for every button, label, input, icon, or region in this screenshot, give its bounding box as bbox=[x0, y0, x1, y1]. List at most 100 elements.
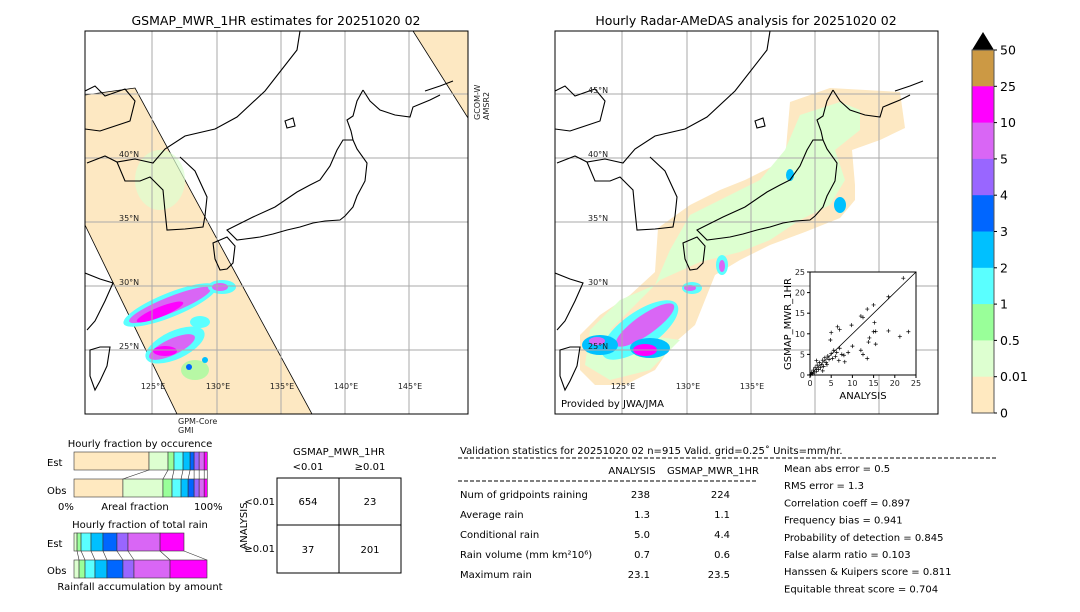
score: Equitable threat score = 0.704 bbox=[784, 584, 938, 595]
bar-connector bbox=[183, 550, 208, 561]
left-map-frame bbox=[84, 30, 469, 415]
scatter-point bbox=[833, 354, 838, 359]
colorbar-segment bbox=[972, 195, 994, 232]
lon-label: 130°E bbox=[206, 382, 230, 391]
scatter-point bbox=[846, 350, 851, 355]
stat-analysis: 238 bbox=[631, 490, 650, 501]
scatter-point bbox=[822, 355, 827, 360]
col-label: ≥0.01 bbox=[355, 462, 386, 473]
bar-segment-3-4 bbox=[102, 532, 118, 552]
cell-misses: 37 bbox=[302, 545, 315, 556]
stat-label: Maximum rain bbox=[460, 570, 532, 581]
rain-field bbox=[123, 150, 236, 380]
sensor-instrument: AMSR2 bbox=[482, 92, 491, 120]
bar-segment-4-5 bbox=[116, 532, 129, 552]
row-label: ≥0.01 bbox=[244, 544, 275, 555]
bar-segment-10-25 bbox=[203, 451, 208, 471]
scatter-point bbox=[861, 352, 865, 357]
left-graticule bbox=[85, 31, 468, 414]
bar-segment-1-2 bbox=[80, 532, 92, 552]
scatter-point bbox=[858, 314, 863, 319]
sensor-name: GCOM-W bbox=[473, 84, 482, 120]
scatter-point bbox=[839, 352, 844, 357]
lat-label: 40°N bbox=[588, 150, 608, 159]
scatter-point bbox=[873, 342, 878, 347]
bar-connector bbox=[180, 469, 184, 480]
bar-segment-5-10 bbox=[198, 451, 205, 471]
scatter-point bbox=[818, 365, 823, 370]
bar-segment-1-2 bbox=[84, 559, 96, 579]
colorbar-label: 50 bbox=[1000, 43, 1016, 58]
colorbar-segment bbox=[972, 231, 994, 269]
est-label: Est bbox=[47, 539, 63, 550]
stat-label: Average rain bbox=[460, 510, 524, 521]
rain-fraction-title: Hourly fraction of total rain bbox=[72, 520, 208, 531]
col-analysis: ANALYSIS bbox=[608, 466, 655, 477]
bar-segment-1-2 bbox=[173, 451, 184, 471]
bar-connector bbox=[102, 550, 108, 561]
bar-segment-0.01-0.5 bbox=[73, 559, 80, 579]
bar-connector bbox=[80, 550, 86, 561]
scatter-point bbox=[841, 353, 846, 358]
bar-segment-4-5 bbox=[193, 451, 200, 471]
scatter-point bbox=[837, 346, 842, 351]
left-map bbox=[85, 31, 468, 414]
colorbar-segment bbox=[972, 122, 994, 160]
col-label: <0.01 bbox=[293, 462, 324, 473]
bar-connector bbox=[76, 550, 80, 561]
bar-segment-10-25 bbox=[203, 478, 208, 498]
left-lat-labels: 40°N 35°N 30°N 25°N bbox=[119, 150, 139, 351]
data-credit: Provided by JWA/JMA bbox=[561, 399, 664, 410]
colorbar: 50 25 10 5 4 3 2 1 0.5 0.01 0 bbox=[971, 32, 1028, 421]
scatter-point bbox=[842, 359, 847, 364]
row-label: <0.01 bbox=[244, 497, 275, 508]
score: Mean abs error = 0.5 bbox=[784, 464, 890, 475]
right-map-frame bbox=[554, 30, 939, 415]
bar-segment-3-4 bbox=[106, 559, 124, 579]
stat-gsmap: 1.1 bbox=[714, 510, 730, 521]
scatter-point bbox=[812, 370, 817, 375]
bar-segment-5-10 bbox=[127, 532, 161, 552]
x-tick-100: 100% bbox=[194, 502, 223, 513]
lon-label: 125°E bbox=[611, 382, 635, 391]
scatter-point bbox=[820, 368, 825, 373]
score: Hanssen & Kuipers score = 0.811 bbox=[784, 567, 951, 578]
x-tick-0: 0% bbox=[58, 502, 74, 513]
scatter-point bbox=[850, 344, 855, 349]
scatter-point bbox=[897, 334, 902, 339]
stat-label: Num of gridpoints raining bbox=[460, 490, 588, 501]
scatter-ylabel: GSMAP_MWR_1HR bbox=[783, 278, 794, 370]
scatter-point bbox=[837, 327, 842, 332]
scatter-point bbox=[861, 315, 865, 320]
scatter-point bbox=[811, 368, 816, 373]
contingency-row-title: ANALYSIS bbox=[239, 502, 250, 549]
scatter-point bbox=[871, 329, 876, 334]
stat-analysis: 5.0 bbox=[634, 530, 650, 541]
scatter-point bbox=[873, 329, 878, 334]
bar-segment-0.5-1 bbox=[78, 559, 86, 579]
colorbar-label: 5 bbox=[1000, 151, 1008, 166]
scatter-xtick: 15 bbox=[869, 379, 879, 388]
obs-label: Obs bbox=[47, 486, 66, 497]
scatter-point bbox=[824, 360, 829, 365]
scatter-xlabel: ANALYSIS bbox=[839, 391, 886, 402]
bar-segment-0-0.01 bbox=[73, 451, 150, 471]
rain-fraction-xlabel: Rainfall accumulation by amount bbox=[57, 582, 222, 593]
stat-gsmap: 4.4 bbox=[714, 530, 730, 541]
scatter-point bbox=[814, 358, 819, 363]
bar-connector bbox=[127, 550, 135, 561]
est-label: Est bbox=[47, 458, 63, 469]
cell-hits: 201 bbox=[360, 545, 379, 556]
sensor-name: GPM-Core bbox=[178, 417, 217, 426]
stat-label: Conditional rain bbox=[460, 530, 539, 541]
bar-connector bbox=[90, 550, 96, 561]
score: False alarm ratio = 0.103 bbox=[784, 550, 911, 561]
col-gsmap: GSMAP_MWR_1HR bbox=[667, 466, 759, 477]
bar-segment-0.01-0.5 bbox=[148, 451, 169, 471]
bar-segment-0.5-1 bbox=[162, 478, 173, 498]
colorbar-segment bbox=[972, 340, 994, 378]
bar-connector bbox=[162, 469, 169, 480]
scatter-point bbox=[813, 365, 818, 370]
scatter-ytick: 15 bbox=[795, 309, 805, 318]
